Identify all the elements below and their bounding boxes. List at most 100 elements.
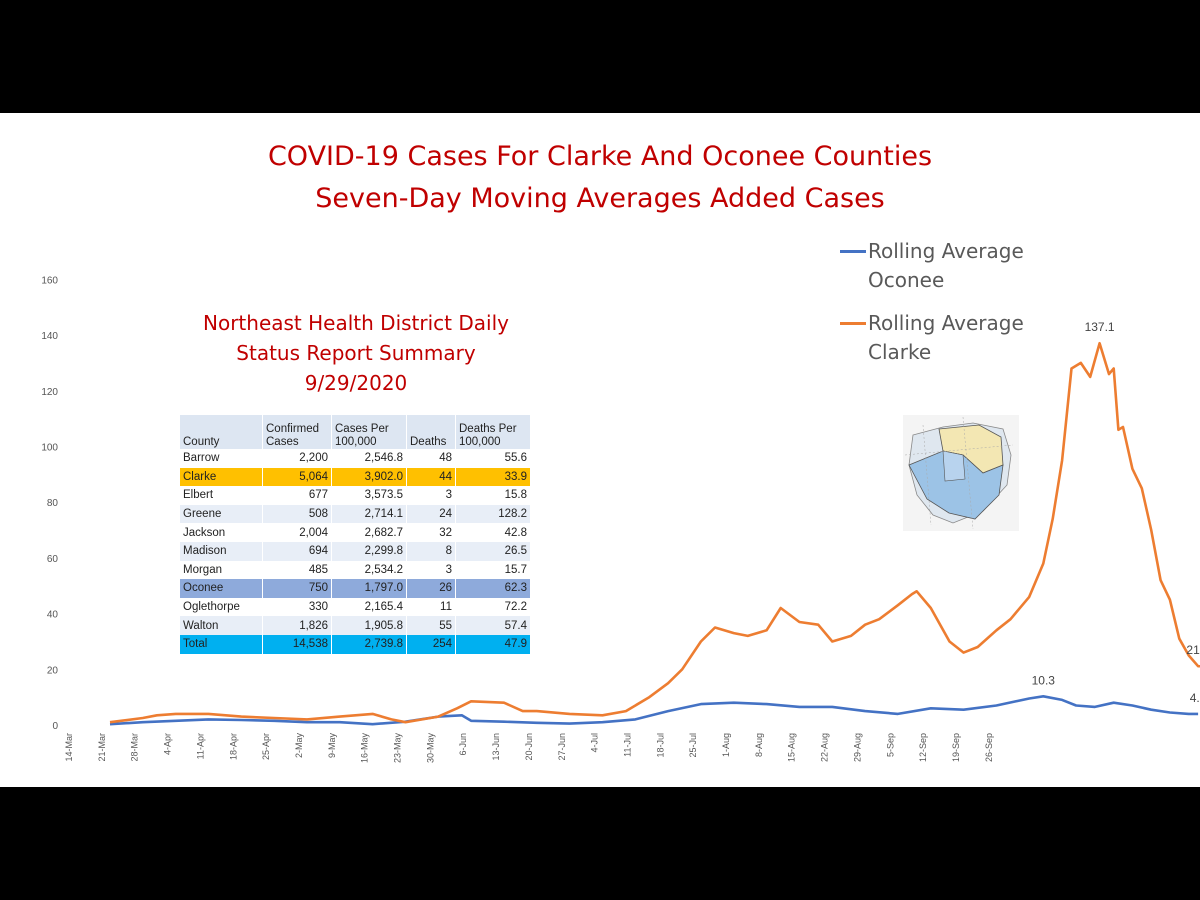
x-tick-label: 9-May bbox=[327, 733, 337, 759]
x-tick-label: 12-Sep bbox=[918, 733, 928, 762]
table-cell: 5,064 bbox=[262, 467, 332, 487]
x-tick-label: 25-Jul bbox=[688, 733, 698, 758]
table-cell: 44 bbox=[406, 467, 456, 487]
table-cell: 694 bbox=[262, 541, 332, 561]
table-cell: Oglethorpe bbox=[180, 597, 263, 617]
table-cell: Clarke bbox=[180, 467, 263, 487]
slide: COVID-19 Cases For Clarke And Oconee Cou… bbox=[0, 113, 1200, 787]
table-cell: 62.3 bbox=[455, 579, 531, 598]
x-tick-label: 4-Apr bbox=[163, 733, 173, 755]
table-cell: 15.8 bbox=[455, 486, 531, 505]
x-tick-label: 5-Sep bbox=[885, 733, 895, 757]
x-tick-label: 11-Jul bbox=[622, 733, 632, 757]
table-cell: 2,682.7 bbox=[331, 523, 407, 542]
table-cell: Greene bbox=[180, 504, 263, 524]
x-tick-label: 1-Aug bbox=[721, 733, 731, 757]
y-tick-label: 120 bbox=[41, 387, 58, 398]
table-cell: 1,905.8 bbox=[331, 616, 407, 635]
table-row: Morgan 485 2,534.2 3 15.7 bbox=[180, 560, 531, 580]
x-tick-label: 21-Mar bbox=[97, 733, 107, 762]
chart-title-line1: COVID-19 Cases For Clarke And Oconee Cou… bbox=[267, 141, 933, 172]
table-cell: 128.2 bbox=[455, 504, 531, 524]
data-label: 10.3 bbox=[1032, 673, 1056, 687]
table-cell: 3,902.0 bbox=[331, 467, 407, 487]
x-tick-label: 25-Apr bbox=[261, 733, 271, 760]
table-cell: 55 bbox=[406, 616, 456, 635]
x-tick-label: 22-Aug bbox=[820, 733, 830, 762]
table-header-cell: Deaths Per 100,000 bbox=[455, 415, 531, 449]
y-axis: 0 20 40 60 80 100 120 140 160 bbox=[41, 275, 58, 732]
table-cell: 3 bbox=[406, 486, 456, 505]
table-cell: 2,739.8 bbox=[331, 634, 407, 654]
x-tick-label: 11-Apr bbox=[195, 733, 205, 759]
table-header-cell: Cases Per 100,000 bbox=[331, 415, 407, 449]
x-tick-label: 18-Apr bbox=[228, 733, 238, 760]
x-tick-label: 23-May bbox=[393, 733, 403, 764]
y-tick-label: 0 bbox=[52, 721, 58, 732]
legend-swatch-oconee bbox=[840, 250, 866, 253]
table-cell: 48 bbox=[406, 449, 456, 468]
x-tick-label: 19-Sep bbox=[951, 733, 961, 762]
summary-title-line2: Status Report Summary bbox=[236, 341, 476, 365]
x-tick-label: 15-Aug bbox=[787, 733, 797, 762]
x-tick-label: 13-Jun bbox=[491, 733, 501, 761]
x-tick-label: 20-Jun bbox=[524, 733, 534, 761]
table-row: Oglethorpe 330 2,165.4 11 72.2 bbox=[180, 597, 531, 617]
table-cell: 2,004 bbox=[262, 523, 332, 542]
series-line-oconee bbox=[109, 695, 1199, 726]
table-cell: 677 bbox=[262, 486, 332, 505]
y-tick-label: 100 bbox=[41, 443, 58, 454]
data-label: 21.1 bbox=[1186, 643, 1200, 657]
table-cell: Elbert bbox=[180, 486, 263, 505]
table-cell: 2,200 bbox=[262, 449, 332, 468]
table-cell: 24 bbox=[406, 504, 456, 524]
data-label: 4.0 bbox=[1190, 691, 1200, 705]
x-tick-label: 30-May bbox=[425, 733, 435, 764]
y-tick-label: 160 bbox=[41, 275, 58, 286]
table-header-cell: County bbox=[180, 415, 263, 449]
table-row: Total 14,538 2,739.8 254 47.9 bbox=[180, 634, 531, 654]
x-tick-label: 18-Jul bbox=[655, 733, 665, 758]
table-header-cell: Deaths bbox=[406, 415, 456, 449]
x-axis: 14-Mar 21-Mar 28-Mar 4-Apr 11-Apr 18-Apr 25-Ap… bbox=[64, 733, 994, 764]
x-tick-label: 16-May bbox=[360, 733, 370, 764]
table-cell: 508 bbox=[262, 504, 332, 524]
county-map-image bbox=[903, 415, 1019, 531]
legend-label-clarke: Rolling Average Clarke bbox=[868, 311, 1024, 364]
table-cell: 11 bbox=[406, 597, 456, 617]
legend-swatch-clarke bbox=[840, 322, 866, 325]
table-cell: 2,546.8 bbox=[331, 449, 407, 468]
legend-label-oconee: Rolling Average Oconee bbox=[868, 239, 1024, 292]
data-labels: 137.1 10.3 21.1 4.0 bbox=[1032, 320, 1200, 705]
y-tick-label: 80 bbox=[47, 498, 59, 509]
table-cell: Total bbox=[180, 634, 263, 654]
table-cell: 2,165.4 bbox=[331, 597, 407, 617]
table-cell: 254 bbox=[406, 634, 456, 654]
x-tick-label: 14-Mar bbox=[64, 733, 74, 762]
x-tick-label: 27-Jun bbox=[557, 733, 567, 761]
table-cell: 72.2 bbox=[455, 597, 531, 617]
table-cell: Jackson bbox=[180, 523, 263, 542]
series-lines bbox=[109, 341, 1200, 726]
table-cell: 2,714.1 bbox=[331, 504, 407, 524]
table-cell: 3,573.5 bbox=[331, 486, 407, 505]
table-cell: Madison bbox=[180, 541, 263, 561]
y-tick-label: 60 bbox=[47, 554, 59, 565]
data-label: 137.1 bbox=[1085, 320, 1115, 334]
table-cell: Walton bbox=[180, 616, 263, 635]
summary-title-line1: Northeast Health District Daily bbox=[203, 311, 509, 335]
line-chart: 0 20 40 60 80 100 120 140 160 14-Mar 21-Mar 28-Mar… bbox=[41, 275, 1200, 764]
table-cell: 26 bbox=[406, 579, 456, 598]
table-row: Clarke 5,064 3,902.0 44 33.9 bbox=[180, 467, 531, 487]
table-row: Walton 1,826 1,905.8 55 57.4 bbox=[180, 616, 531, 635]
table-cell: Barrow bbox=[180, 449, 263, 468]
table-cell: 33.9 bbox=[455, 467, 531, 487]
table-cell: 485 bbox=[262, 560, 332, 580]
chart-title-line2: Seven-Day Moving Averages Added Cases bbox=[315, 183, 885, 214]
table-cell: Oconee bbox=[180, 579, 263, 598]
summary-date: 9/29/2020 bbox=[304, 371, 408, 395]
x-tick-label: 26-Sep bbox=[984, 733, 994, 762]
table-row: Jackson 2,004 2,682.7 32 42.8 bbox=[180, 523, 531, 542]
y-tick-label: 40 bbox=[47, 610, 59, 621]
table-cell: 330 bbox=[262, 597, 332, 617]
